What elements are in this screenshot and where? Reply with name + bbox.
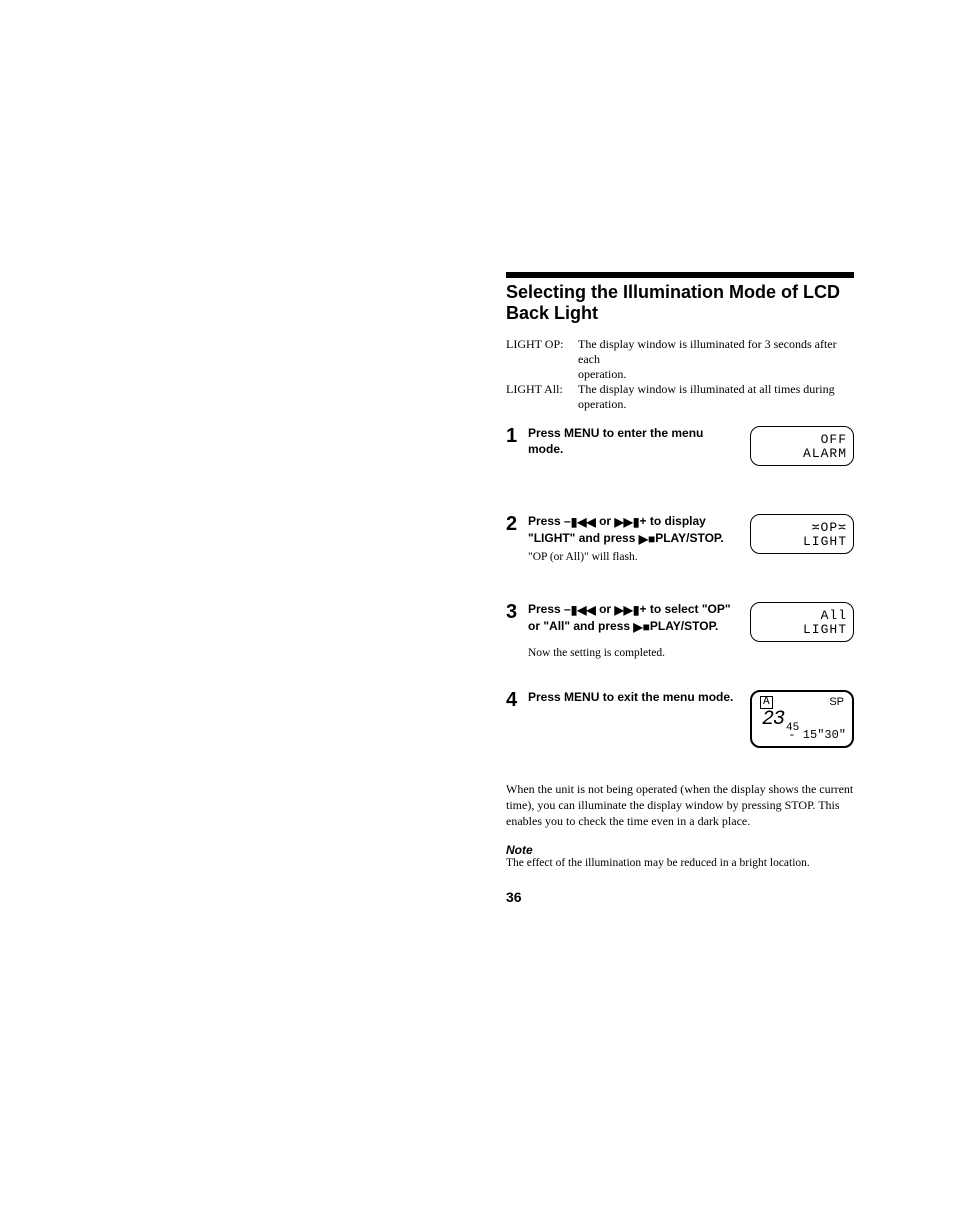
playstop-icon: ▶■ xyxy=(639,532,655,548)
text-fragment: Press – xyxy=(528,514,571,528)
text-fragment: or xyxy=(596,602,615,616)
step-number: 3 xyxy=(506,602,528,622)
step-row: 4 Press MENU to exit the menu mode. A SP… xyxy=(506,690,854,760)
lcd4-big: 23 xyxy=(762,708,784,731)
intro-op-text-2: operation. xyxy=(506,367,854,382)
prev-icon: ▮◀◀ xyxy=(571,603,596,619)
step-number: 1 xyxy=(506,426,528,446)
step-body: Press MENU to exit the menu mode. xyxy=(528,690,750,706)
intro-all-label: LIGHT All: xyxy=(506,382,578,397)
step-bold-text: Press MENU to exit the menu mode. xyxy=(528,690,733,704)
step-number: 2 xyxy=(506,514,528,534)
page-number: 36 xyxy=(506,889,854,905)
step-body: Press –▮◀◀ or ▶▶▮+ to select "OP" or "Al… xyxy=(528,602,750,660)
next-icon: ▶▶▮ xyxy=(614,603,639,619)
text-fragment: Press – xyxy=(528,602,571,616)
intro-op-label: LIGHT OP: xyxy=(506,337,578,367)
step-row: 1 Press MENU to enter the menu mode. OFF… xyxy=(506,426,854,496)
next-icon: ▶▶▮ xyxy=(614,515,639,531)
lcd-line-1: ≍OP≍ xyxy=(757,521,847,535)
lcd-line-2: LIGHT xyxy=(757,623,847,637)
lcd4-time: - 15"30" xyxy=(788,728,846,742)
page-title: Selecting the Illumination Mode of LCD B… xyxy=(506,282,854,323)
lcd-line-1: OFF xyxy=(757,433,847,447)
intro-all-text-2: operation. xyxy=(506,397,854,412)
manual-page: Selecting the Illumination Mode of LCD B… xyxy=(506,272,854,905)
lcd-line-2: ALARM xyxy=(757,447,847,461)
note-heading: Note xyxy=(506,843,854,857)
step-sub-text: "OP (or All)" will flash. xyxy=(528,550,742,565)
lcd-line-2: LIGHT xyxy=(757,535,847,549)
intro-block: LIGHT OP: The display window is illumina… xyxy=(506,337,854,412)
lcd-line-1: All xyxy=(757,609,847,623)
step-body: Press MENU to enter the menu mode. xyxy=(528,426,750,457)
lcd-display: All LIGHT xyxy=(750,602,854,641)
text-fragment: PLAY/STOP. xyxy=(655,531,723,545)
step-row: 3 Press –▮◀◀ or ▶▶▮+ to select "OP" or "… xyxy=(506,602,854,672)
text-fragment: or xyxy=(596,514,615,528)
text-fragment: PLAY/STOP. xyxy=(650,619,718,633)
playstop-icon: ▶■ xyxy=(633,620,649,636)
intro-op-text-1: The display window is illuminated for 3 … xyxy=(578,337,854,367)
intro-all-text-1: The display window is illuminated at all… xyxy=(578,382,854,397)
lcd-display: OFF ALARM xyxy=(750,426,854,465)
lcd-display: A SP 23 45 - 15"30" xyxy=(750,690,854,748)
note-block: Note The effect of the illumination may … xyxy=(506,843,854,869)
lcd-display: ≍OP≍ LIGHT xyxy=(750,514,854,553)
step-extra-text: Now the setting is completed. xyxy=(528,646,742,661)
footnote-text: When the unit is not being operated (whe… xyxy=(506,782,854,829)
step-bold-text: Press –▮◀◀ or ▶▶▮+ to select "OP" or "Al… xyxy=(528,602,731,633)
step-row: 2 Press –▮◀◀ or ▶▶▮+ to display "LIGHT" … xyxy=(506,514,854,584)
lcd4-sp: SP xyxy=(829,696,844,708)
steps-list: 1 Press MENU to enter the menu mode. OFF… xyxy=(506,426,854,760)
step-body: Press –▮◀◀ or ▶▶▮+ to display "LIGHT" an… xyxy=(528,514,750,564)
step-number: 4 xyxy=(506,690,528,710)
step-bold-text: Press –▮◀◀ or ▶▶▮+ to display "LIGHT" an… xyxy=(528,514,724,545)
note-body: The effect of the illumination may be re… xyxy=(506,857,854,869)
title-rule xyxy=(506,272,854,278)
step-bold-text: Press MENU to enter the menu mode. xyxy=(528,426,703,456)
prev-icon: ▮◀◀ xyxy=(571,515,596,531)
